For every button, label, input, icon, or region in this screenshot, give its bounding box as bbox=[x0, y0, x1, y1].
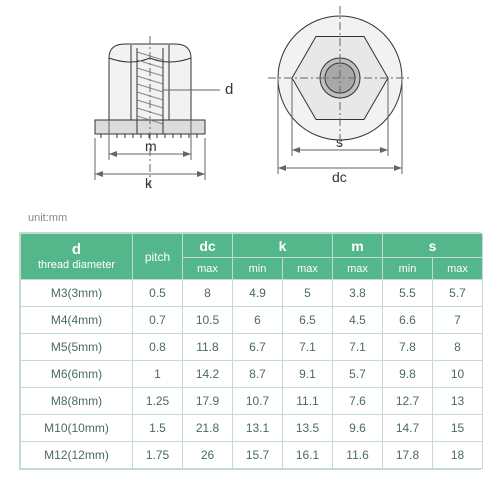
cell-s_max: 18 bbox=[433, 442, 483, 469]
cell-d: M3(3mm) bbox=[21, 280, 133, 307]
nut-diagram: d m k bbox=[0, 0, 500, 220]
cell-k_min: 6.7 bbox=[233, 334, 283, 361]
col-dc: dc bbox=[183, 234, 233, 258]
col-k: k bbox=[233, 234, 333, 258]
cell-pitch: 0.5 bbox=[133, 280, 183, 307]
cell-s_min: 7.8 bbox=[383, 334, 433, 361]
cell-s_min: 6.6 bbox=[383, 307, 433, 334]
sub-s-max: max bbox=[433, 258, 483, 280]
cell-m_max: 7.1 bbox=[333, 334, 383, 361]
table-row: M12(12mm)1.752615.716.111.617.818 bbox=[21, 442, 483, 469]
cell-s_max: 13 bbox=[433, 388, 483, 415]
table-row: M3(3mm)0.584.953.85.55.7 bbox=[21, 280, 483, 307]
cell-d: M8(8mm) bbox=[21, 388, 133, 415]
table-row: M8(8mm)1.2517.910.711.17.612.713 bbox=[21, 388, 483, 415]
col-s: s bbox=[383, 234, 483, 258]
cell-d: M4(4mm) bbox=[21, 307, 133, 334]
cell-k_max: 7.1 bbox=[283, 334, 333, 361]
cell-pitch: 1.5 bbox=[133, 415, 183, 442]
sub-m-max: max bbox=[333, 258, 383, 280]
dim-k-label: k bbox=[145, 175, 153, 191]
cell-s_min: 5.5 bbox=[383, 280, 433, 307]
sub-k-min: min bbox=[233, 258, 283, 280]
cell-k_max: 16.1 bbox=[283, 442, 333, 469]
cell-d: M12(12mm) bbox=[21, 442, 133, 469]
cell-s_max: 10 bbox=[433, 361, 483, 388]
cell-k_max: 13.5 bbox=[283, 415, 333, 442]
cell-k_max: 5 bbox=[283, 280, 333, 307]
cell-s_min: 14.7 bbox=[383, 415, 433, 442]
cell-k_max: 11.1 bbox=[283, 388, 333, 415]
cell-m_max: 3.8 bbox=[333, 280, 383, 307]
cell-k_max: 9.1 bbox=[283, 361, 333, 388]
cell-s_max: 15 bbox=[433, 415, 483, 442]
cell-dc_max: 26 bbox=[183, 442, 233, 469]
cell-pitch: 1.25 bbox=[133, 388, 183, 415]
table-row: M6(6mm)114.28.79.15.79.810 bbox=[21, 361, 483, 388]
cell-s_max: 5.7 bbox=[433, 280, 483, 307]
col-pitch: pitch bbox=[133, 234, 183, 280]
cell-s_min: 9.8 bbox=[383, 361, 433, 388]
cell-s_min: 12.7 bbox=[383, 388, 433, 415]
spec-table-container: d thread diameter pitch dc k m s max min… bbox=[19, 232, 481, 470]
cell-d: M6(6mm) bbox=[21, 361, 133, 388]
sub-k-max: max bbox=[283, 258, 333, 280]
cell-k_min: 6 bbox=[233, 307, 283, 334]
cell-s_max: 7 bbox=[433, 307, 483, 334]
cell-m_max: 5.7 bbox=[333, 361, 383, 388]
diagram-area: d m k bbox=[0, 0, 500, 220]
cell-m_max: 11.6 bbox=[333, 442, 383, 469]
dim-m-label: m bbox=[145, 138, 157, 154]
cell-pitch: 1.75 bbox=[133, 442, 183, 469]
spec-table: d thread diameter pitch dc k m s max min… bbox=[20, 233, 483, 469]
cell-s_min: 17.8 bbox=[383, 442, 433, 469]
cell-dc_max: 21.8 bbox=[183, 415, 233, 442]
cell-d: M5(5mm) bbox=[21, 334, 133, 361]
cell-k_min: 13.1 bbox=[233, 415, 283, 442]
cell-k_min: 4.9 bbox=[233, 280, 283, 307]
cell-dc_max: 14.2 bbox=[183, 361, 233, 388]
cell-dc_max: 10.5 bbox=[183, 307, 233, 334]
dim-dc-label: dc bbox=[332, 169, 347, 185]
cell-pitch: 1 bbox=[133, 361, 183, 388]
sub-dc-max: max bbox=[183, 258, 233, 280]
cell-pitch: 0.8 bbox=[133, 334, 183, 361]
cell-k_min: 10.7 bbox=[233, 388, 283, 415]
unit-label: unit:mm bbox=[28, 212, 67, 224]
cell-dc_max: 11.8 bbox=[183, 334, 233, 361]
cell-k_min: 8.7 bbox=[233, 361, 283, 388]
cell-pitch: 0.7 bbox=[133, 307, 183, 334]
cell-dc_max: 8 bbox=[183, 280, 233, 307]
cell-d: M10(10mm) bbox=[21, 415, 133, 442]
dim-d-label: d bbox=[225, 81, 233, 98]
cell-m_max: 7.6 bbox=[333, 388, 383, 415]
sub-s-min: min bbox=[383, 258, 433, 280]
cell-m_max: 4.5 bbox=[333, 307, 383, 334]
cell-k_min: 15.7 bbox=[233, 442, 283, 469]
col-m: m bbox=[333, 234, 383, 258]
table-row: M10(10mm)1.521.813.113.59.614.715 bbox=[21, 415, 483, 442]
cell-s_max: 8 bbox=[433, 334, 483, 361]
cell-k_max: 6.5 bbox=[283, 307, 333, 334]
cell-dc_max: 17.9 bbox=[183, 388, 233, 415]
table-row: M4(4mm)0.710.566.54.56.67 bbox=[21, 307, 483, 334]
table-row: M5(5mm)0.811.86.77.17.17.88 bbox=[21, 334, 483, 361]
col-d: d thread diameter bbox=[21, 234, 133, 280]
cell-m_max: 9.6 bbox=[333, 415, 383, 442]
table-header: d thread diameter pitch dc k m s max min… bbox=[21, 234, 483, 280]
table-body: M3(3mm)0.584.953.85.55.7M4(4mm)0.710.566… bbox=[21, 280, 483, 469]
dim-s-label: s bbox=[336, 134, 343, 150]
